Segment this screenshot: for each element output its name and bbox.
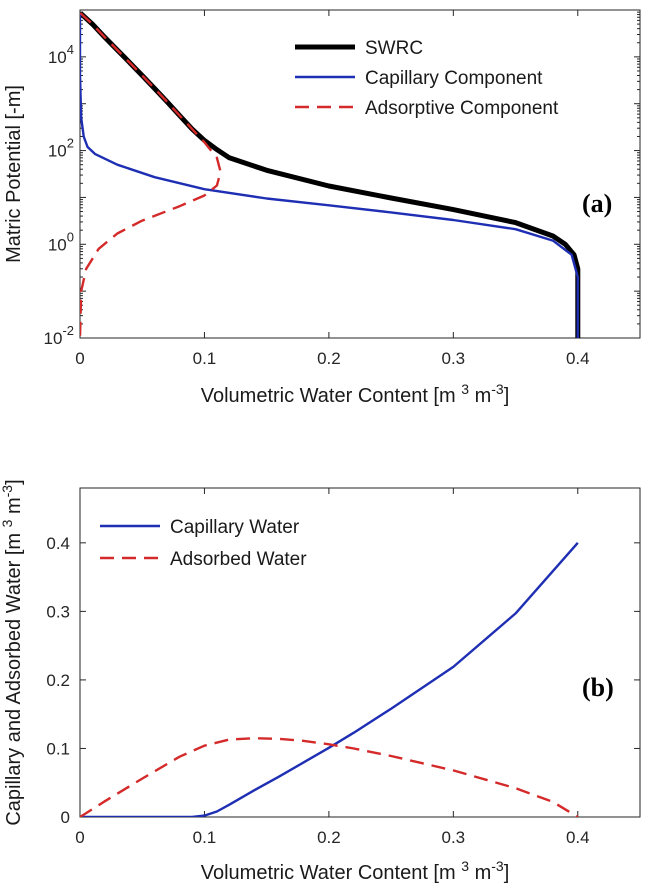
series-line-adsorbed-water: [80, 737, 579, 817]
y-tick-label: 0.1: [46, 739, 70, 758]
y-axis-title: Matric Potential [-m]: [3, 85, 25, 263]
panel-label: (a): [582, 189, 612, 218]
legend-label: SWRC: [365, 38, 423, 59]
plot-frame: [79, 9, 641, 339]
y-tick-label: 0.2: [46, 671, 70, 690]
x-tick-label: 0.4: [566, 828, 590, 847]
y-tick-label: 104: [48, 42, 74, 67]
x-tick-label: 0: [75, 349, 84, 368]
y-tick-label: 0.4: [46, 534, 70, 553]
series-line-adsorptive-component: [80, 12, 222, 338]
x-tick-label: 0.2: [317, 349, 341, 368]
x-tick-label: 0.3: [442, 828, 466, 847]
y-tick-label: 102: [48, 136, 74, 161]
y-axis-title: Capillary and Adsorbed Water [m 3 m-3]: [0, 479, 25, 825]
x-tick-label: 0.4: [566, 349, 590, 368]
y-tick-label: 10-2: [44, 323, 74, 348]
y-tick-label: 0.3: [46, 602, 70, 621]
x-tick-label: 0: [75, 828, 84, 847]
x-tick-label: 0.3: [442, 349, 466, 368]
x-axis-title: Volumetric Water Content [m 3 m-3]: [201, 381, 510, 407]
chart-panel-a: 0 0.1 0.2 0.3 0.4 10-2 100 102 104 SWRC Capillary …: [3, 9, 641, 407]
legend-label: Adsorptive Component: [365, 98, 559, 119]
x-tick-label: 0.1: [193, 828, 217, 847]
chart-panel-b: 0 0.1 0.2 0.3 0.4 0 0.1 0.2 0.3 0.4 Capillary Wate…: [0, 479, 641, 884]
y-tick-label: 100: [48, 229, 74, 254]
panel-label: (b): [582, 673, 614, 702]
y-tick-label: 0: [61, 808, 70, 827]
legend-label: Adsorbed Water: [170, 549, 307, 570]
legend-label: Capillary Water: [170, 517, 300, 538]
series-line-swrc: [80, 11, 581, 338]
legend-label: Capillary Component: [365, 68, 543, 89]
x-axis-title: Volumetric Water Content [m 3 m-3]: [201, 858, 510, 884]
x-tick-label: 0.2: [317, 828, 341, 847]
x-tick-label: 0.1: [193, 349, 217, 368]
series-line-capillary-component: [80, 13, 579, 338]
plot-frame: [79, 487, 641, 818]
series-line-capillary-water: [80, 542, 579, 817]
